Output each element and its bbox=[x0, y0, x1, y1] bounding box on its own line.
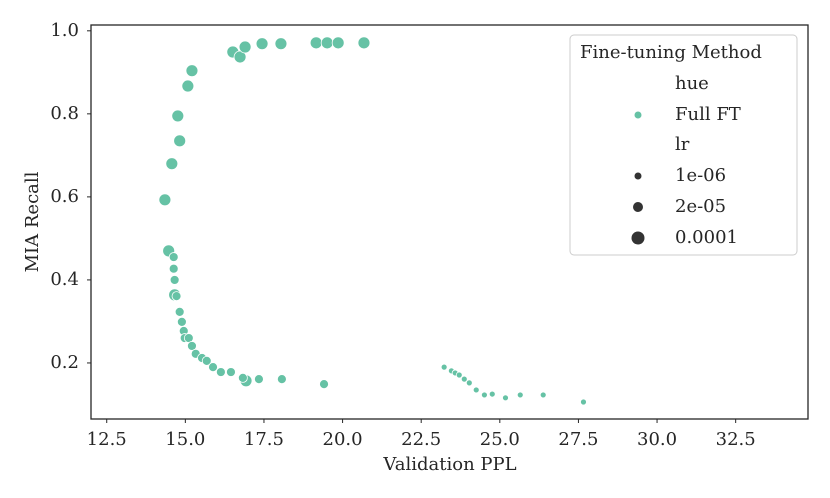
point bbox=[158, 193, 172, 207]
point bbox=[226, 367, 236, 377]
legend-size-label: 0.0001 bbox=[675, 227, 738, 248]
point bbox=[238, 40, 252, 54]
point bbox=[254, 374, 264, 385]
legend-size-marker bbox=[634, 172, 642, 180]
point bbox=[580, 398, 587, 406]
legend-size-marker bbox=[633, 202, 643, 212]
point bbox=[440, 363, 448, 371]
point bbox=[208, 362, 218, 373]
plot-frame bbox=[90, 24, 809, 420]
y-tick-label: 0.8 bbox=[50, 103, 79, 124]
point bbox=[331, 36, 345, 50]
point bbox=[176, 316, 187, 327]
point bbox=[169, 275, 180, 285]
point bbox=[319, 379, 329, 390]
x-axis-label: Validation PPL bbox=[382, 454, 516, 475]
point bbox=[173, 134, 187, 148]
point bbox=[201, 355, 212, 366]
point bbox=[237, 372, 248, 383]
x-tick-label: 20.0 bbox=[323, 429, 363, 450]
legend-box bbox=[569, 34, 798, 256]
x-tick-label: 30.0 bbox=[637, 429, 677, 450]
point bbox=[168, 263, 179, 274]
point bbox=[274, 37, 288, 51]
legend-size-marker bbox=[631, 231, 645, 245]
point bbox=[516, 391, 524, 399]
point bbox=[455, 371, 463, 379]
point bbox=[309, 36, 323, 50]
point bbox=[168, 252, 179, 262]
legend-size-title: lr bbox=[675, 134, 690, 155]
point bbox=[539, 391, 547, 399]
x-tick-label: 27.5 bbox=[558, 429, 598, 450]
legend-size-label: 2e-05 bbox=[675, 196, 726, 217]
point bbox=[171, 109, 185, 123]
y-tick-label: 1.0 bbox=[50, 20, 79, 41]
point bbox=[481, 391, 488, 399]
point bbox=[165, 157, 179, 171]
point bbox=[171, 291, 182, 302]
point bbox=[255, 37, 269, 51]
x-tick-label: 25.0 bbox=[480, 429, 520, 450]
point bbox=[276, 374, 287, 385]
point bbox=[502, 394, 509, 402]
legend-title: Fine-tuning Method bbox=[580, 42, 762, 63]
x-tick-label: 32.5 bbox=[716, 429, 756, 450]
y-tick-label: 0.6 bbox=[50, 186, 79, 207]
point bbox=[215, 367, 226, 377]
legend-marker bbox=[634, 111, 642, 119]
point bbox=[233, 50, 247, 64]
x-tick-label: 12.5 bbox=[87, 429, 127, 450]
y-tick-label: 0.2 bbox=[50, 352, 79, 373]
point bbox=[320, 36, 334, 50]
point bbox=[187, 341, 197, 351]
point bbox=[460, 375, 468, 383]
point bbox=[488, 390, 496, 398]
legend-label: Full FT bbox=[675, 104, 741, 125]
x-tick-label: 15.0 bbox=[165, 429, 205, 450]
y-tick-label: 0.4 bbox=[50, 269, 79, 290]
x-tick-label: 17.5 bbox=[244, 429, 284, 450]
legend-size-label: 1e-06 bbox=[675, 165, 726, 186]
y-axis-label: MIA Recall bbox=[22, 171, 43, 272]
point bbox=[472, 386, 480, 394]
legend-hue-title: hue bbox=[675, 73, 709, 94]
point bbox=[465, 379, 473, 387]
point bbox=[181, 79, 195, 93]
x-tick-label: 22.5 bbox=[401, 429, 441, 450]
point bbox=[174, 306, 185, 317]
point bbox=[185, 64, 199, 78]
point bbox=[357, 36, 371, 50]
